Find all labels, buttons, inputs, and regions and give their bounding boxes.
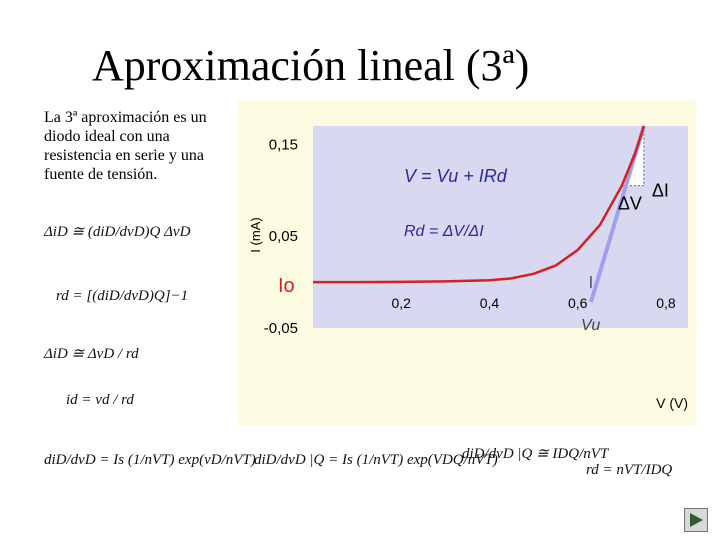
rd-definition-annotation: Rd = ΔV/ΔI	[404, 223, 484, 240]
x-tick-label: 0,4	[480, 295, 500, 311]
chart-panel: 0,2 0,4 0,6 0,8 0,15 0,05 -0,05 I (mA) V (V) …	[238, 100, 696, 426]
x-tick-label: 0,2	[392, 295, 412, 311]
plot-area	[313, 126, 688, 328]
page-title: Aproximación lineal (3ª)	[92, 41, 530, 90]
x-tick-label: 0,6	[568, 295, 588, 311]
delta-v-label: ΔV	[618, 194, 642, 214]
y-tick-label: 0,05	[269, 228, 298, 245]
play-arrow-icon	[690, 513, 703, 527]
diode-iv-chart: 0,2 0,4 0,6 0,8 0,150,05-0,05 I (mA) V (V) …	[248, 125, 688, 411]
next-slide-button[interactable]	[684, 508, 708, 532]
equation-left-1: ΔiD ≅ (diD/dvD)Q ΔvD	[44, 224, 191, 240]
equation-left-4: id = vd / rd	[66, 392, 134, 408]
y-tick-label: -0,05	[264, 320, 298, 337]
equation-bottom-2: diD/dvD |Q = Is (1/nVT) exp(VDQ/nVT)	[254, 452, 498, 468]
equation-left-3: ΔiD ≅ ΔvD / rd	[44, 346, 139, 362]
series-line	[313, 125, 646, 284]
intro-text: La 3ª aproximación es un diodo ideal con…	[44, 109, 207, 183]
equation-left-2: rd = [(diD/dvD)Q]−1	[56, 288, 189, 304]
equation-annotation: V = Vu + IRd	[404, 166, 508, 186]
origin-label: Io	[278, 275, 295, 297]
x-axis-label: V (V)	[656, 395, 688, 411]
vu-label: Vu	[581, 317, 600, 334]
x-tick-label: 0,8	[656, 295, 676, 311]
equation-bottom-4: rd = nVT/IDQ	[586, 462, 673, 478]
equation-bottom-3: diD/dvD |Q ≅ IDQ/nVT	[462, 446, 609, 462]
y-axis-label: I (mA)	[248, 217, 263, 252]
y-tick-label: 0,15	[269, 136, 298, 153]
delta-i-label: ΔI	[652, 180, 669, 200]
equation-bottom-1: diD/dvD = Is (1/nVT) exp(vD/nVT)	[44, 452, 256, 468]
